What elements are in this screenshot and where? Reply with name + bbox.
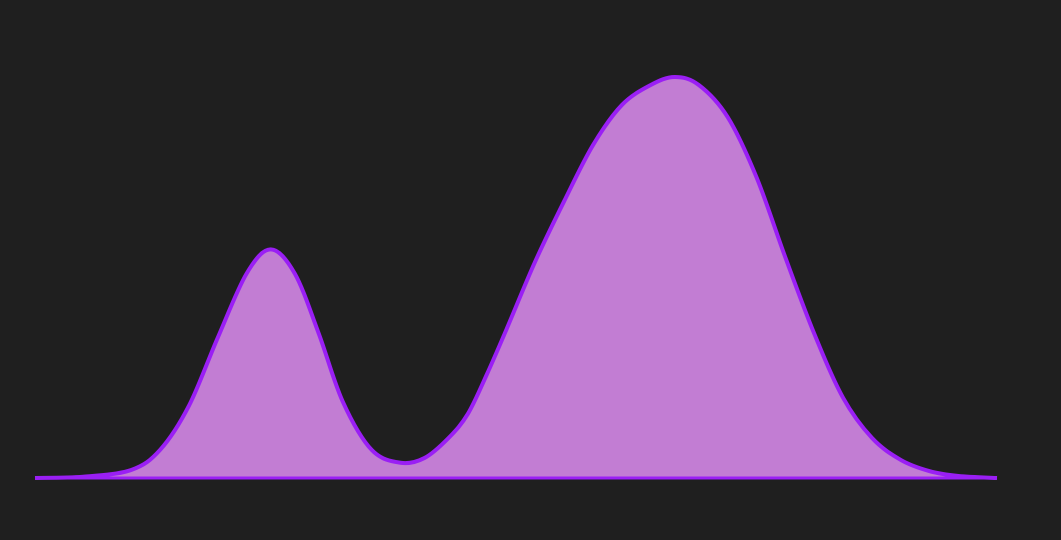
area-fill	[35, 77, 997, 478]
series-line	[34, 75, 998, 480]
